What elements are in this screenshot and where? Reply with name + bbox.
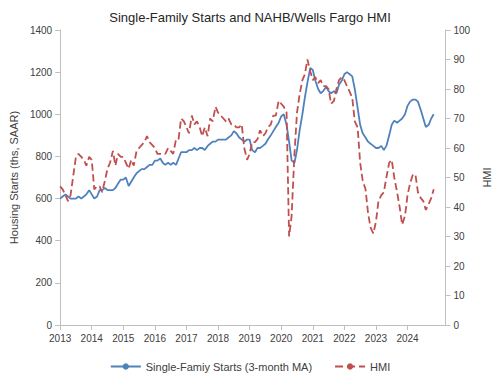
svg-text:400: 400 — [35, 235, 52, 246]
svg-text:90: 90 — [453, 54, 465, 65]
svg-text:Single-Famiy Starts (3-month M: Single-Famiy Starts (3-month MA) — [146, 361, 312, 373]
svg-text:2020: 2020 — [270, 333, 293, 344]
svg-text:2013: 2013 — [49, 333, 72, 344]
svg-text:1200: 1200 — [30, 67, 53, 78]
svg-text:30: 30 — [453, 231, 465, 242]
svg-text:Single-Family Starts and NAHB/: Single-Family Starts and NAHB/Wells Farg… — [109, 10, 391, 25]
svg-text:2015: 2015 — [112, 333, 135, 344]
svg-text:2017: 2017 — [175, 333, 198, 344]
svg-text:20: 20 — [453, 261, 465, 272]
svg-text:2022: 2022 — [333, 333, 356, 344]
svg-text:60: 60 — [453, 143, 465, 154]
svg-text:80: 80 — [453, 84, 465, 95]
svg-text:Housing Starts (ths, SAAR): Housing Starts (ths, SAAR) — [8, 111, 20, 244]
svg-text:600: 600 — [35, 193, 52, 204]
svg-text:2024: 2024 — [396, 333, 419, 344]
svg-text:800: 800 — [35, 151, 52, 162]
svg-text:2018: 2018 — [207, 333, 230, 344]
svg-text:1400: 1400 — [30, 25, 53, 36]
svg-text:1000: 1000 — [30, 109, 53, 120]
svg-text:2023: 2023 — [365, 333, 388, 344]
svg-text:2014: 2014 — [81, 333, 104, 344]
svg-text:2016: 2016 — [144, 333, 167, 344]
svg-text:70: 70 — [453, 113, 465, 124]
svg-text:0: 0 — [47, 320, 53, 331]
svg-text:2019: 2019 — [238, 333, 261, 344]
svg-text:0: 0 — [453, 320, 459, 331]
svg-text:10: 10 — [453, 290, 465, 301]
svg-text:2021: 2021 — [302, 333, 325, 344]
svg-text:50: 50 — [453, 172, 465, 183]
svg-text:200: 200 — [35, 277, 52, 288]
svg-text:40: 40 — [453, 202, 465, 213]
svg-text:100: 100 — [453, 25, 470, 36]
svg-text:HMI: HMI — [481, 167, 493, 187]
svg-text:HMI: HMI — [370, 361, 390, 373]
